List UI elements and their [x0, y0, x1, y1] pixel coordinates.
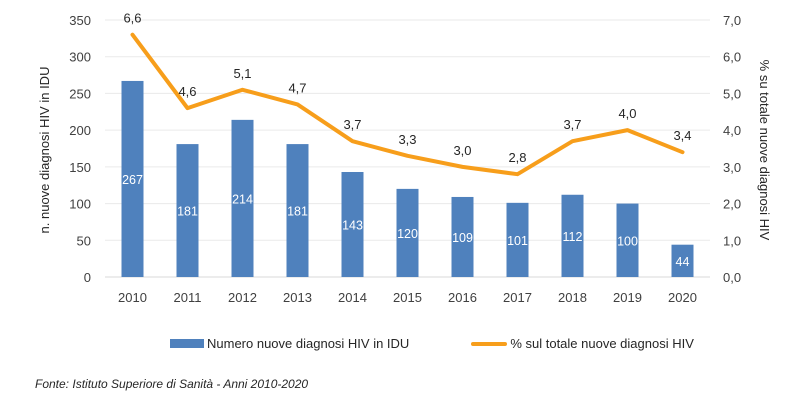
line-data-labels: 6,6 4,6 5,1 4,7 3,7 3,3 3,0 2,8 3,7 4,0 3,4	[123, 11, 691, 166]
bar-data-label: 44	[676, 255, 690, 269]
x-tick-label: 2015	[393, 290, 422, 305]
right-tick-label: 6,0	[723, 50, 741, 65]
legend-bar-swatch	[170, 339, 204, 348]
bar	[231, 119, 254, 277]
line-data-label: 4,7	[288, 80, 306, 95]
x-tick-label: 2011	[174, 290, 202, 305]
bar	[121, 80, 144, 278]
bar	[451, 196, 474, 277]
bar-series	[121, 80, 694, 278]
left-axis-title: n. nuove diagnosi HIV in IDU	[37, 67, 52, 234]
bar-data-label: 101	[507, 234, 528, 248]
left-axis-ticks: 0 50 100 150 200 250 300 350	[69, 13, 91, 285]
right-tick-label: 5,0	[723, 86, 741, 101]
x-tick-label: 2020	[668, 290, 697, 305]
right-tick-label: 0,0	[723, 270, 741, 285]
bar	[176, 144, 199, 277]
line-data-label: 3,7	[343, 117, 361, 132]
x-tick-label: 2016	[448, 290, 477, 305]
x-tick-label: 2014	[338, 290, 367, 305]
x-tick-label: 2017	[503, 290, 532, 305]
left-tick-label: 150	[69, 160, 91, 175]
right-axis-title: % su totale nuove diagnosi HIV	[757, 60, 772, 241]
line-data-label: 3,3	[398, 132, 416, 147]
bar	[671, 244, 694, 277]
x-tick-label: 2019	[613, 290, 642, 305]
bar-data-label: 267	[122, 173, 143, 187]
left-tick-label: 300	[69, 50, 91, 65]
bar-data-label: 181	[177, 205, 198, 219]
left-tick-label: 200	[69, 123, 91, 138]
right-tick-label: 3,0	[723, 160, 741, 175]
x-tick-label: 2010	[118, 290, 147, 305]
bar	[286, 144, 309, 277]
line-data-label: 2,8	[508, 150, 526, 165]
left-tick-label: 100	[69, 197, 91, 212]
chart-svg: 267 181 214 181 143 120 109 101 112 100 44 6,6 4,6 5…	[37, 11, 772, 305]
bar-data-labels: 267 181 214 181 143 120 109 101 112 100 44	[122, 173, 689, 269]
right-tick-label: 1,0	[723, 233, 741, 248]
right-axis-ticks: 0,0 1,0 2,0 3,0 4,0 5,0 6,0 7,0	[723, 13, 741, 285]
legend-bar-label: Numero nuove diagnosi HIV in IDU	[207, 336, 410, 351]
x-tick-label: 2012	[228, 290, 257, 305]
line-data-label: 3,0	[453, 143, 471, 158]
line-data-label: 3,7	[563, 117, 581, 132]
legend: Numero nuove diagnosi HIV in IDU % sul t…	[170, 336, 756, 351]
right-tick-label: 2,0	[723, 197, 741, 212]
line-data-label: 5,1	[233, 66, 251, 81]
legend-item-line: % sul totale nuove diagnosi HIV	[471, 336, 694, 351]
bar	[561, 194, 584, 277]
bar	[506, 202, 529, 277]
legend-line-swatch	[471, 341, 508, 346]
percent-line	[130, 32, 685, 177]
left-tick-label: 350	[69, 13, 91, 28]
right-tick-label: 4,0	[723, 123, 741, 138]
bar-data-label: 100	[617, 234, 638, 248]
legend-item-bars: Numero nuove diagnosi HIV in IDU	[170, 336, 409, 351]
bar-data-label: 143	[342, 218, 363, 232]
bar-data-label: 181	[287, 205, 308, 219]
x-axis-ticks: 2010 2011 2012 2013 2014 2015 2016 2017 2018 2019…	[118, 290, 697, 305]
line-data-label: 3,4	[673, 128, 691, 143]
right-tick-label: 7,0	[723, 13, 741, 28]
left-tick-label: 250	[69, 86, 91, 101]
bar-data-label: 120	[397, 227, 418, 241]
bar	[341, 171, 364, 277]
line-data-label: 4,0	[618, 106, 636, 121]
bar-data-label: 109	[452, 231, 473, 245]
bar-data-label: 214	[232, 192, 253, 206]
bar	[396, 188, 419, 277]
source-note: Fonte: Istituto Superiore di Sanità - An…	[35, 377, 309, 391]
line-data-label: 4,6	[178, 84, 196, 99]
x-tick-label: 2018	[558, 290, 587, 305]
left-tick-label: 50	[77, 233, 91, 248]
legend-line-label: % sul totale nuove diagnosi HIV	[510, 336, 694, 351]
left-tick-label: 0	[84, 270, 91, 285]
bar-data-label: 112	[563, 230, 583, 244]
line-data-label: 6,6	[123, 11, 141, 26]
bar	[616, 203, 639, 277]
x-tick-label: 2013	[283, 290, 312, 305]
